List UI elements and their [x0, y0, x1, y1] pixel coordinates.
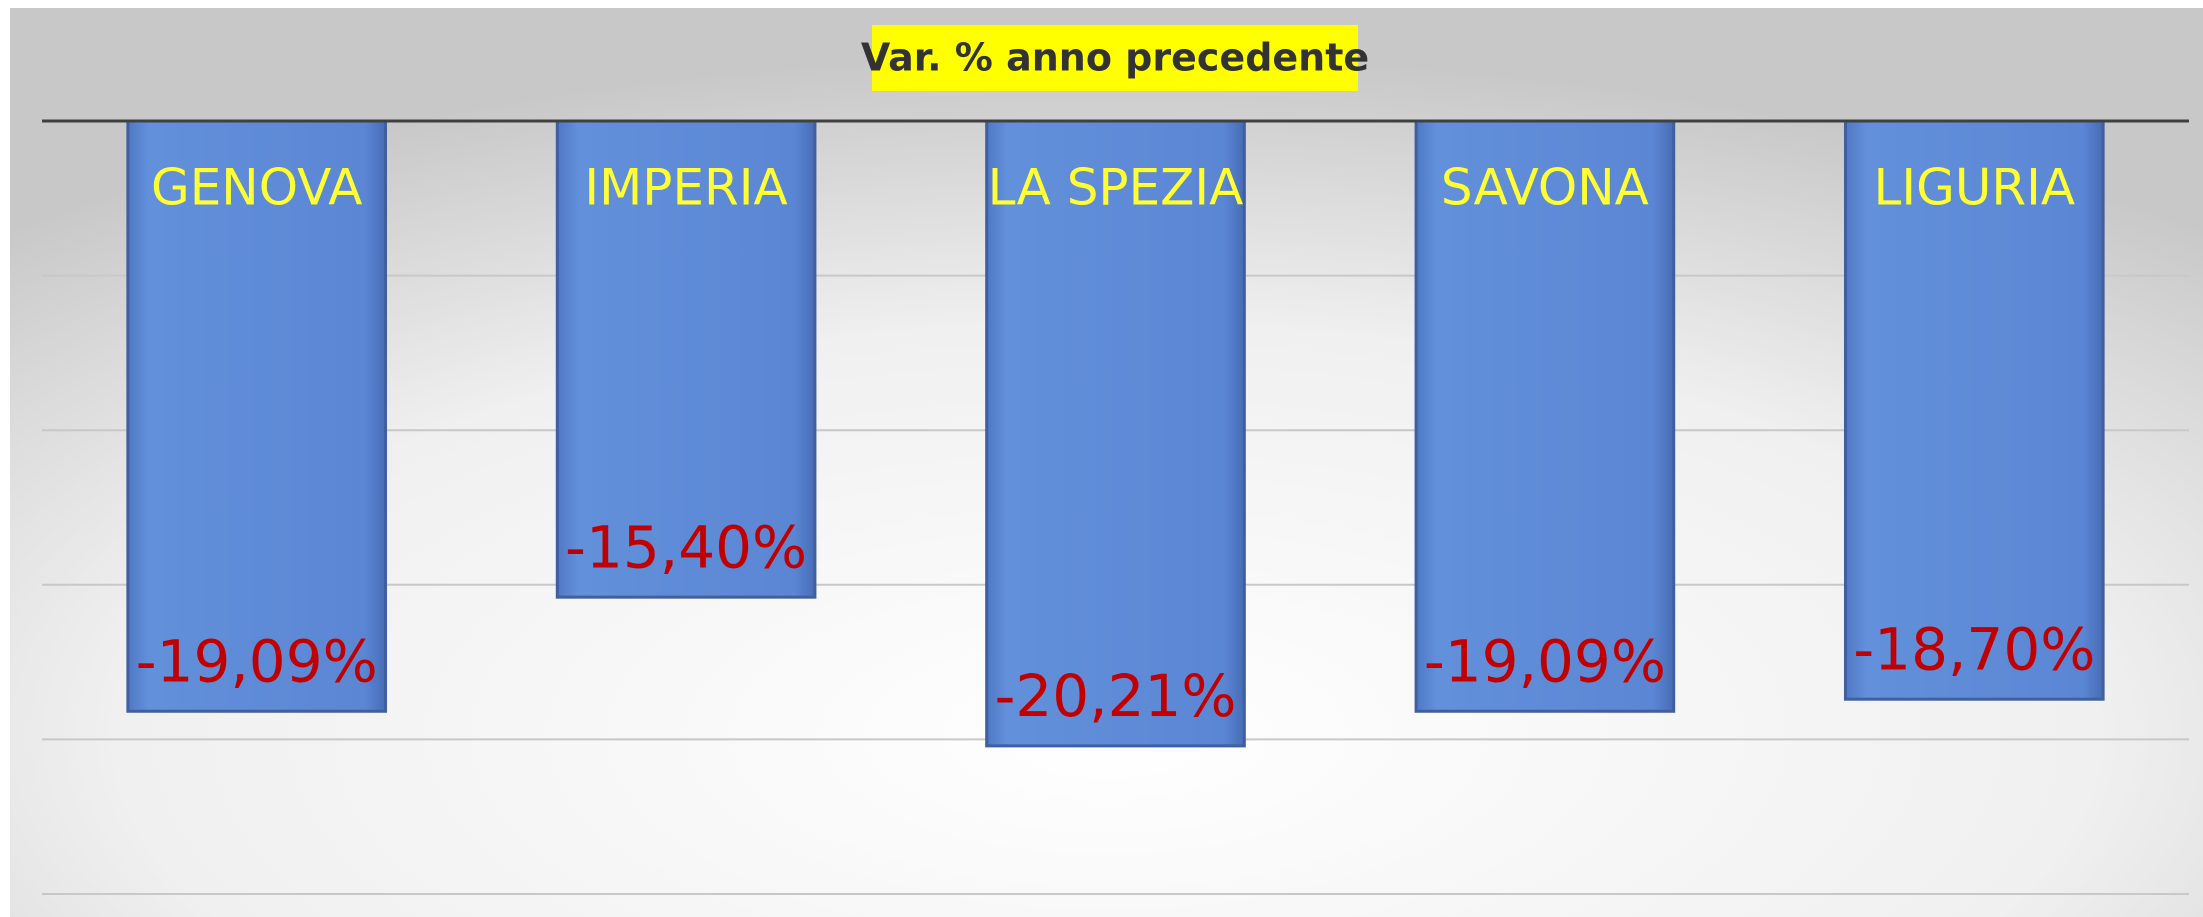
value-label: -19,09%: [1424, 627, 1666, 695]
bar: [1414, 119, 1676, 713]
category-label: LA SPEZIA: [988, 159, 1244, 217]
bar: [985, 119, 1246, 748]
category-label: SAVONA: [1441, 159, 1649, 217]
value-label: -15,40%: [565, 513, 807, 581]
value-label: -20,21%: [994, 662, 1236, 730]
bar: [126, 119, 388, 713]
chart-title: Var. % anno precedente: [861, 36, 1369, 80]
bar: [555, 119, 817, 599]
bar: [1843, 119, 2105, 701]
title-box: [872, 25, 1358, 91]
category-label: LIGURIA: [1873, 159, 2075, 217]
value-label: -19,09%: [136, 627, 378, 695]
category-label: IMPERIA: [584, 159, 787, 217]
category-label: GENOVA: [151, 159, 362, 217]
value-label: -18,70%: [1853, 615, 2095, 683]
